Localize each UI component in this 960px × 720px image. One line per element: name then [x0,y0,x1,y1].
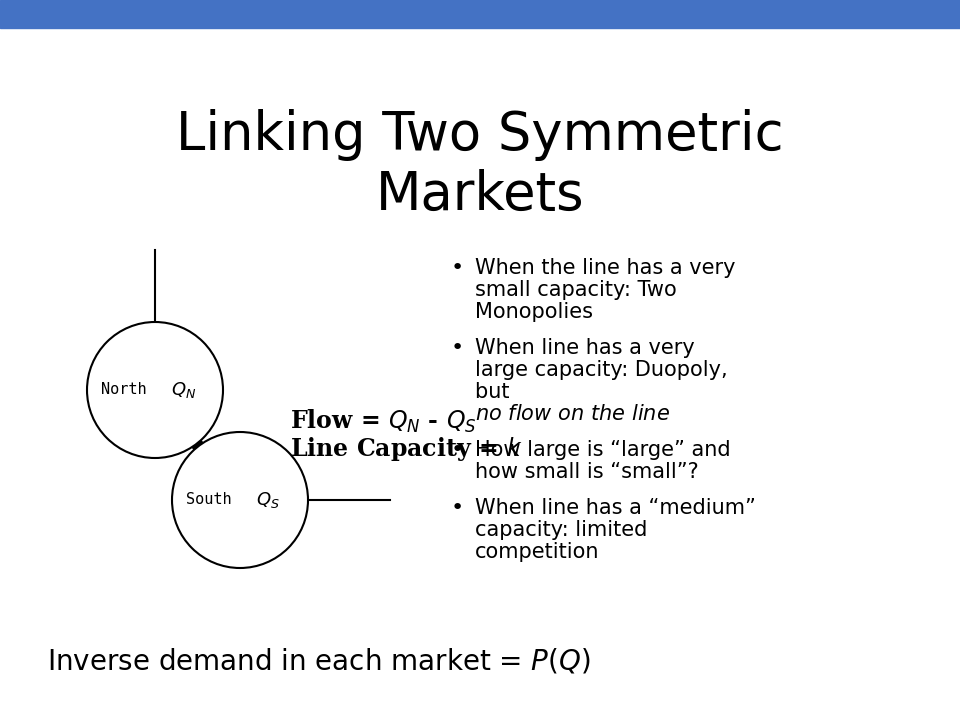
Text: Monopolies: Monopolies [475,302,593,322]
Text: capacity: limited: capacity: limited [475,520,647,540]
Text: but: but [475,382,516,402]
Text: When the line has a very: When the line has a very [475,258,735,278]
Text: How large is “large” and: How large is “large” and [475,440,731,460]
Text: •: • [450,338,464,358]
Text: small capacity: Two: small capacity: Two [475,280,677,300]
Bar [0,0,960,28]
Text: Line Capacity = $k$: Line Capacity = $k$ [290,435,522,463]
Text: •: • [450,498,464,518]
Ellipse shape [87,322,223,458]
Text: •: • [450,440,464,460]
Ellipse shape [172,432,308,568]
Text: Inverse demand in each market = $\it{P(Q)}$: Inverse demand in each market = $\it{P(Q… [47,647,590,675]
Text: $Q_S$: $Q_S$ [256,490,279,510]
Text: how small is “small”?: how small is “small”? [475,462,699,482]
Text: $\it{no\ flow\ on\ the\ line}$: $\it{no\ flow\ on\ the\ line}$ [475,404,670,424]
Text: South: South [186,492,232,508]
Text: Linking Two Symmetric
Markets: Linking Two Symmetric Markets [177,109,783,221]
Text: When line has a “medium”: When line has a “medium” [475,498,756,518]
Text: competition: competition [475,542,599,562]
Text: When line has a very: When line has a very [475,338,695,358]
Text: $Q_N$: $Q_N$ [171,380,196,400]
Text: large capacity: Duopoly,: large capacity: Duopoly, [475,360,728,380]
Text: Flow = $Q_N$ - $Q_S$: Flow = $Q_N$ - $Q_S$ [290,408,476,435]
Text: North: North [102,382,147,397]
Text: •: • [450,258,464,278]
